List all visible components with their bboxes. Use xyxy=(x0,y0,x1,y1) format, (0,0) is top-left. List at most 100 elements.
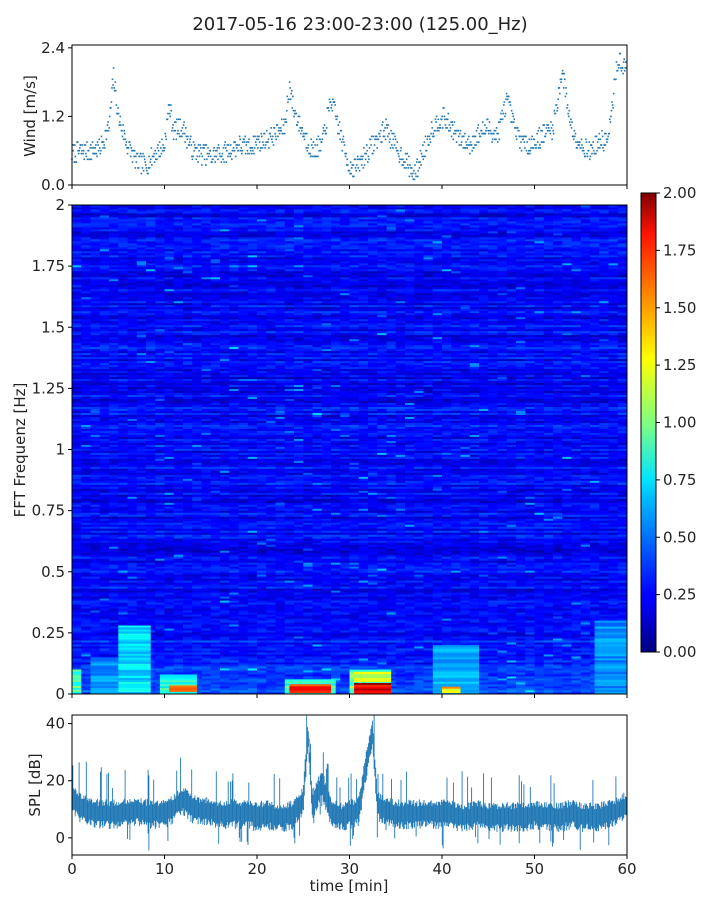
spectrogram-cell xyxy=(340,644,350,647)
spectrogram-cell xyxy=(146,614,156,617)
wind-point xyxy=(213,155,216,158)
spectrogram-cell xyxy=(127,576,138,579)
spectrogram-cell xyxy=(247,608,258,611)
spectrogram-cell xyxy=(164,658,175,661)
spectrogram-cell xyxy=(238,600,249,603)
wind-point xyxy=(309,152,311,155)
spectrogram-cell xyxy=(284,610,295,613)
spectrogram-cell xyxy=(284,642,295,645)
spectrogram-cell xyxy=(321,644,332,647)
spectrogram-cell xyxy=(571,654,582,657)
spectrogram-cell xyxy=(525,620,535,623)
spectrogram-cell xyxy=(414,582,424,585)
spectrogram-cell xyxy=(442,602,452,605)
wind-point xyxy=(625,67,628,69)
wind-point xyxy=(274,132,276,135)
spectrogram-cell xyxy=(210,564,221,567)
spectrogram-cell xyxy=(377,610,387,613)
spectrogram-cell xyxy=(506,578,517,581)
spectrogram-cell xyxy=(136,576,147,579)
spectrogram-cell xyxy=(321,646,332,649)
spectrogram-cell xyxy=(608,570,619,573)
wind-point xyxy=(137,167,140,169)
spectrogram-cell xyxy=(432,628,443,631)
spectrogram-cell xyxy=(99,624,110,627)
spectrogram-cell xyxy=(506,648,517,651)
spectrogram-cell xyxy=(284,672,295,675)
spectrogram-cell xyxy=(488,654,498,657)
spectrogram-cell xyxy=(460,602,471,605)
spectrogram-cell xyxy=(257,574,267,577)
wind-point xyxy=(374,138,376,141)
wind-point xyxy=(191,155,193,158)
spectrogram-cell xyxy=(192,620,202,623)
wind-point xyxy=(73,161,75,163)
wind-point xyxy=(91,141,94,143)
spectrogram-cell xyxy=(442,614,452,617)
wind-point xyxy=(297,115,300,118)
spectrogram-cell xyxy=(377,664,387,667)
spectrogram-cell xyxy=(543,600,554,603)
spectrogram-cell xyxy=(479,606,489,609)
spectrogram-cell xyxy=(238,622,249,625)
spectrogram-cell xyxy=(497,678,508,681)
spectrogram-cell xyxy=(543,642,554,645)
spectrogram-cell xyxy=(497,644,508,647)
spectrogram-cell xyxy=(155,628,165,631)
spectrogram-cell xyxy=(331,680,341,683)
spectrogram-cell xyxy=(553,608,563,611)
wind-point xyxy=(565,87,567,89)
spectrogram-cell xyxy=(229,668,239,671)
spectrogram-cell xyxy=(525,624,535,627)
spectrogram-cell xyxy=(72,632,82,635)
spectrogram-cell xyxy=(340,614,350,617)
spectrogram-cell xyxy=(155,592,165,595)
spectrogram-cell xyxy=(266,608,276,611)
spectrogram-cell xyxy=(201,654,212,657)
spectrogram-cell xyxy=(220,634,230,637)
spectrogram-cell xyxy=(155,656,165,659)
spectrogram-cell xyxy=(238,604,249,607)
wind-point xyxy=(165,135,167,138)
spectrogram-cell xyxy=(164,656,175,659)
spectrogram-cell xyxy=(358,660,369,663)
spectrogram-cell xyxy=(405,632,415,635)
spectrogram-cell xyxy=(432,564,443,567)
spectrogram-cell xyxy=(146,588,156,591)
spectrogram-cell xyxy=(543,668,554,671)
spectrogram-cell xyxy=(442,600,452,603)
spectrogram-cell xyxy=(590,562,600,565)
spectrogram-cell xyxy=(229,692,239,695)
wind-point xyxy=(503,104,505,106)
spectrogram-cell xyxy=(173,630,184,633)
spectrogram-cell xyxy=(146,628,156,631)
spectrogram-cell xyxy=(155,650,165,653)
spectrogram-cell xyxy=(534,562,545,565)
spectrogram-cell xyxy=(525,654,535,657)
spectrogram-cell xyxy=(312,578,323,581)
spectrogram-cell xyxy=(358,638,369,641)
spectrogram-cell xyxy=(284,678,295,681)
spectrogram-cell xyxy=(525,644,535,647)
spectrogram-cell xyxy=(266,672,276,675)
spectrogram-cell xyxy=(109,654,119,657)
spectrogram-cell xyxy=(423,630,434,633)
spectrogram-cell xyxy=(321,658,332,661)
wind-point xyxy=(122,138,125,141)
spectrogram-cell xyxy=(534,610,545,613)
spectrogram-cell xyxy=(423,664,434,667)
spectrogram-cell xyxy=(580,684,591,687)
spectrogram-cell xyxy=(423,686,434,689)
spectrogram-cell xyxy=(257,598,267,601)
spectrogram-cell xyxy=(340,624,350,627)
spectrogram-cell xyxy=(321,576,332,579)
spectrogram-cell xyxy=(488,648,498,651)
spectrogram-cell xyxy=(469,582,480,585)
spectrogram-cell xyxy=(599,600,609,603)
wind-point xyxy=(315,155,317,158)
spectrogram-cell xyxy=(321,562,332,565)
spectrogram-cell xyxy=(210,658,221,661)
spectrogram-cell xyxy=(90,592,101,595)
spectrogram-cell xyxy=(229,648,239,651)
wind-point xyxy=(388,132,390,135)
